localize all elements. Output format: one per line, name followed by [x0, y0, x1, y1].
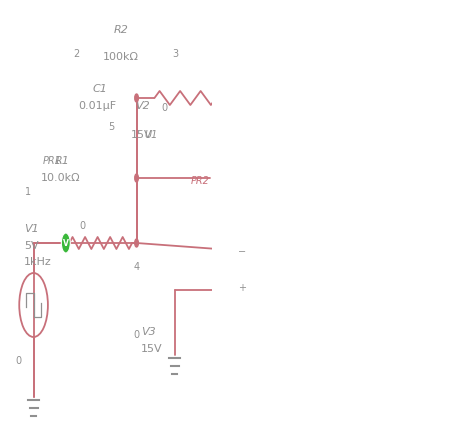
Text: PR1: PR1 — [43, 156, 61, 166]
Circle shape — [61, 233, 70, 253]
Text: +: + — [238, 283, 246, 293]
Text: 15V: 15V — [130, 130, 152, 140]
Text: V1: V1 — [24, 224, 38, 234]
Text: 1: 1 — [25, 187, 31, 197]
Text: 1kHz: 1kHz — [24, 257, 52, 267]
Text: 0.01μF: 0.01μF — [79, 101, 117, 111]
Text: 5: 5 — [108, 122, 114, 132]
Circle shape — [352, 174, 356, 182]
Circle shape — [357, 260, 366, 280]
Text: 0: 0 — [133, 330, 139, 340]
Circle shape — [303, 266, 306, 274]
Text: U1: U1 — [144, 130, 158, 140]
Text: 4: 4 — [133, 262, 139, 272]
Text: 10.0kΩ: 10.0kΩ — [41, 173, 80, 183]
Text: 0: 0 — [161, 103, 167, 113]
Text: 100kΩ: 100kΩ — [103, 52, 139, 62]
Text: −: − — [238, 247, 246, 257]
Text: V3: V3 — [141, 326, 156, 337]
Text: V: V — [63, 239, 69, 248]
Text: V2: V2 — [135, 101, 149, 111]
Text: C1: C1 — [92, 84, 107, 94]
Circle shape — [135, 174, 138, 182]
Text: PR2: PR2 — [191, 176, 210, 187]
Circle shape — [352, 94, 356, 102]
Circle shape — [352, 266, 356, 274]
Text: 15V: 15V — [141, 343, 163, 354]
Circle shape — [135, 94, 138, 102]
Circle shape — [135, 239, 138, 247]
Text: 3: 3 — [173, 49, 178, 59]
Text: R2: R2 — [114, 25, 128, 35]
Text: 0: 0 — [79, 220, 85, 231]
Text: 2: 2 — [73, 49, 80, 59]
Text: 0: 0 — [15, 356, 21, 366]
Text: R1: R1 — [55, 156, 70, 166]
Text: 5V: 5V — [24, 241, 38, 251]
Text: V: V — [359, 266, 365, 275]
